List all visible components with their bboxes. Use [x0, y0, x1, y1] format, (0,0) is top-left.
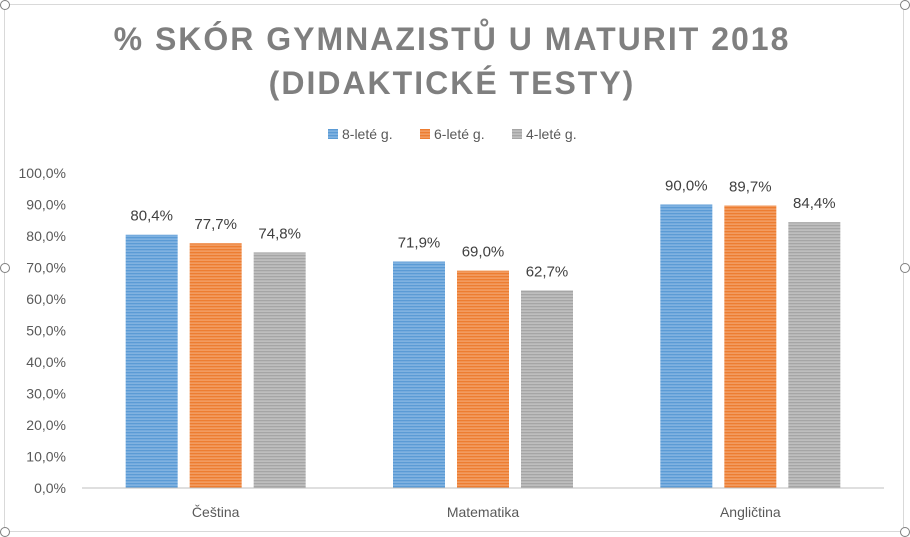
bar-1-1[interactable] [125, 234, 178, 488]
legend-swatch-1 [328, 129, 338, 139]
y-tick-label: 70,0% [26, 260, 66, 276]
data-label-3-3: 84,4% [793, 195, 836, 212]
bar-1-3[interactable] [660, 204, 713, 489]
data-label-1-3: 90,0% [665, 178, 708, 195]
resize-handle-top-left[interactable] [0, 0, 10, 10]
y-tick-label: 50,0% [26, 323, 66, 339]
bars-group [125, 204, 841, 489]
chart-title-line-1: % SKÓR GYMNAZISTŮ U MATURIT 2018 [114, 19, 791, 57]
y-tick-label: 10,0% [26, 449, 66, 465]
bar-3-2[interactable] [521, 290, 573, 488]
legend-swatch-3 [512, 129, 522, 139]
y-tick-label: 30,0% [26, 386, 66, 402]
x-axis: Čeština Matematika Angličtina [82, 487, 884, 520]
data-label-2-3: 89,7% [729, 178, 772, 195]
data-label-1-1: 80,4% [130, 208, 173, 225]
legend-label-1: 8-leté g. [342, 126, 393, 142]
y-axis: 0,0% 10,0% 20,0% 30,0% 40,0% 50,0% 60,0% 70,0% 8… [19, 165, 66, 496]
data-label-2-2: 69,0% [462, 244, 505, 261]
bar-3-1[interactable] [253, 252, 306, 488]
data-label-3-2: 62,7% [526, 263, 569, 280]
legend-label-2: 6-leté g. [434, 126, 485, 142]
y-tick-label: 20,0% [26, 417, 66, 433]
category-label-3: Angličtina [720, 504, 781, 520]
bar-1-2[interactable] [393, 261, 445, 488]
data-label-1-2: 71,9% [398, 235, 441, 252]
data-label-2-1: 77,7% [194, 216, 237, 233]
y-tick-label: 90,0% [26, 197, 66, 213]
legend-swatch-2 [420, 129, 430, 139]
bar-2-2[interactable] [457, 270, 509, 488]
y-tick-label: 80,0% [26, 228, 66, 244]
category-label-2: Matematika [447, 504, 520, 520]
y-tick-label: 0,0% [34, 480, 66, 496]
data-label-3-1: 74,8% [258, 225, 301, 242]
data-labels-group: 80,4% 77,7% 74,8% 71,9% 69,0% 62,7% 90,0% 89,7%… [130, 178, 835, 281]
y-tick-label: 60,0% [26, 291, 66, 307]
bar-2-1[interactable] [189, 243, 242, 488]
chart-legend: 8-leté g. 6-leté g. 4-leté g. [328, 126, 577, 142]
bar-2-3[interactable] [724, 205, 777, 488]
y-tick-label: 100,0% [19, 165, 66, 181]
y-tick-label: 40,0% [26, 354, 66, 370]
bar-3-3[interactable] [788, 222, 841, 488]
legend-label-3: 4-leté g. [526, 126, 577, 142]
chart-title-line-2: (DIDAKTICKÉ TESTY) [269, 65, 636, 101]
category-label-1: Čeština [192, 504, 240, 520]
resize-handle-left[interactable] [0, 263, 10, 273]
